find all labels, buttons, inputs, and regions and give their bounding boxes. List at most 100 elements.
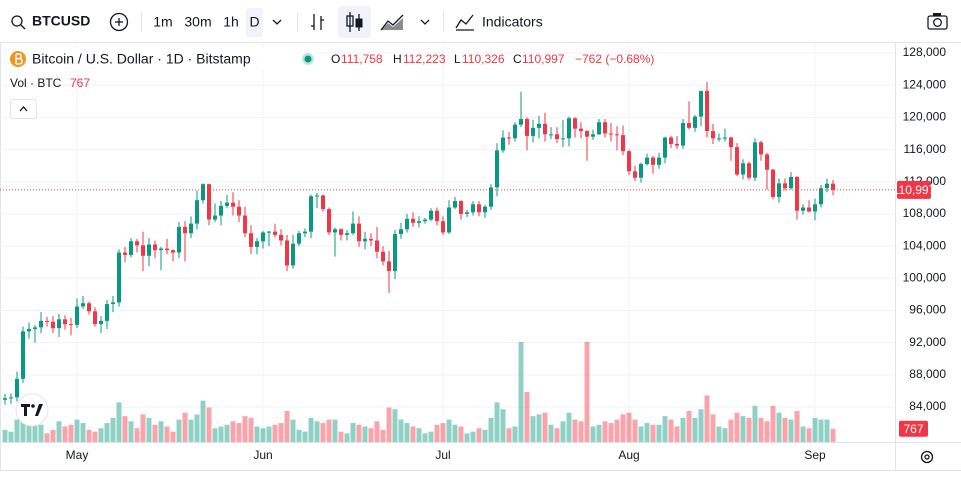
search-icon[interactable]: [11, 15, 26, 30]
candle-body: [333, 229, 337, 233]
candle-body: [633, 171, 637, 178]
volume-bar: [314, 421, 320, 442]
candle-body: [273, 231, 277, 235]
candle-body: [213, 215, 217, 220]
volume-bar: [482, 429, 488, 442]
x-tick-label: Aug: [618, 448, 639, 462]
tradingview-logo[interactable]: [15, 393, 49, 427]
x-tick-label: May: [66, 448, 89, 462]
volume-bar: [800, 426, 806, 442]
candle-body: [519, 119, 523, 125]
volume-bar: [128, 421, 134, 442]
volume-bar: [590, 426, 596, 442]
volume-bar: [26, 416, 32, 442]
volume-bar: [740, 416, 746, 442]
candle-body: [705, 90, 709, 132]
volume-bar: [794, 410, 800, 442]
interval[interactable]: D: [249, 14, 259, 30]
volume-bar: [170, 431, 176, 442]
volume-bar: [434, 424, 440, 442]
area-style[interactable]: [380, 14, 404, 31]
volume-bar: [158, 421, 164, 442]
candle-body: [69, 324, 73, 326]
volume-bar: [422, 433, 428, 442]
volume-bar: [428, 431, 434, 442]
volume-bar: [692, 417, 698, 442]
volume-bar: [104, 423, 110, 442]
volume-bar: [746, 417, 752, 442]
volume-bar: [620, 414, 626, 442]
volume-bar: [584, 342, 590, 442]
candle-body: [63, 319, 67, 325]
y-tick-label: 100,000: [903, 270, 947, 284]
interval[interactable]: 30m: [184, 14, 211, 30]
candle-body: [831, 183, 835, 190]
candle-body: [513, 124, 517, 139]
collapse-legend-button[interactable]: [10, 99, 37, 119]
volume-bar: [236, 423, 242, 442]
candle-body: [345, 233, 349, 235]
candle-body: [447, 207, 451, 233]
candle-body: [201, 184, 205, 201]
candle-body: [525, 119, 529, 136]
style-menu[interactable]: [420, 19, 430, 25]
candle-body: [651, 157, 655, 165]
candle-body: [549, 134, 553, 136]
volume-bar: [92, 431, 98, 442]
candle-body: [75, 306, 79, 325]
volume-bar: [632, 419, 638, 442]
volume-bar: [488, 417, 494, 442]
indicators-button[interactable]: Indicators: [482, 14, 543, 30]
candle-body: [87, 303, 91, 312]
candle-body: [489, 187, 493, 207]
y-tick-label: 96,000: [909, 303, 946, 317]
candle-body: [117, 252, 121, 303]
candle-body: [729, 137, 733, 148]
candle-body: [297, 233, 301, 244]
candle-body: [147, 244, 151, 256]
volume-bar: [272, 424, 278, 442]
interval-selected-bg: [246, 8, 263, 37]
candle-body: [81, 303, 85, 307]
indicators-icon[interactable]: [455, 14, 474, 31]
bitcoin-glyph: [15, 53, 23, 65]
volume-bar: [770, 405, 776, 442]
candle-body: [573, 118, 577, 129]
interval[interactable]: 1h: [223, 14, 239, 30]
volume-bar: [38, 424, 44, 442]
settings-button[interactable]: [920, 450, 934, 464]
volume-bar: [206, 407, 212, 442]
volume-bar: [152, 424, 158, 442]
volume-bar: [416, 428, 422, 442]
candle-body: [435, 210, 439, 222]
candle-body: [321, 195, 325, 210]
candle-body: [459, 201, 463, 214]
volume-bar: [356, 424, 362, 442]
candles-style[interactable]: [346, 12, 363, 32]
symbol[interactable]: BTCUSD: [32, 13, 90, 29]
volume-bar: [302, 431, 308, 442]
volume-value: 767: [70, 76, 90, 90]
last-volume-label: 767: [903, 422, 923, 436]
candle-body: [99, 320, 103, 325]
volume-bar: [536, 414, 542, 442]
volume-bar: [626, 412, 632, 442]
ohlc-value: 112,223: [403, 52, 446, 66]
bars-style[interactable]: [311, 14, 324, 30]
volume-bar: [566, 412, 572, 442]
interval[interactable]: 1m: [153, 14, 172, 30]
add-symbol-button[interactable]: [109, 12, 129, 32]
candle-body: [9, 397, 13, 399]
candle-body: [405, 218, 409, 230]
volume-bar: [614, 419, 620, 442]
snapshot-button[interactable]: [927, 13, 948, 30]
candle-body: [387, 261, 391, 272]
x-tick-label: Sep: [804, 448, 826, 462]
volume-bar: [728, 419, 734, 442]
candle-body: [135, 241, 139, 246]
volume-bar: [194, 414, 200, 442]
candle-body: [687, 123, 691, 128]
volume-bar: [8, 431, 14, 442]
interval-menu[interactable]: [272, 19, 282, 25]
volume-bar: [80, 423, 86, 442]
